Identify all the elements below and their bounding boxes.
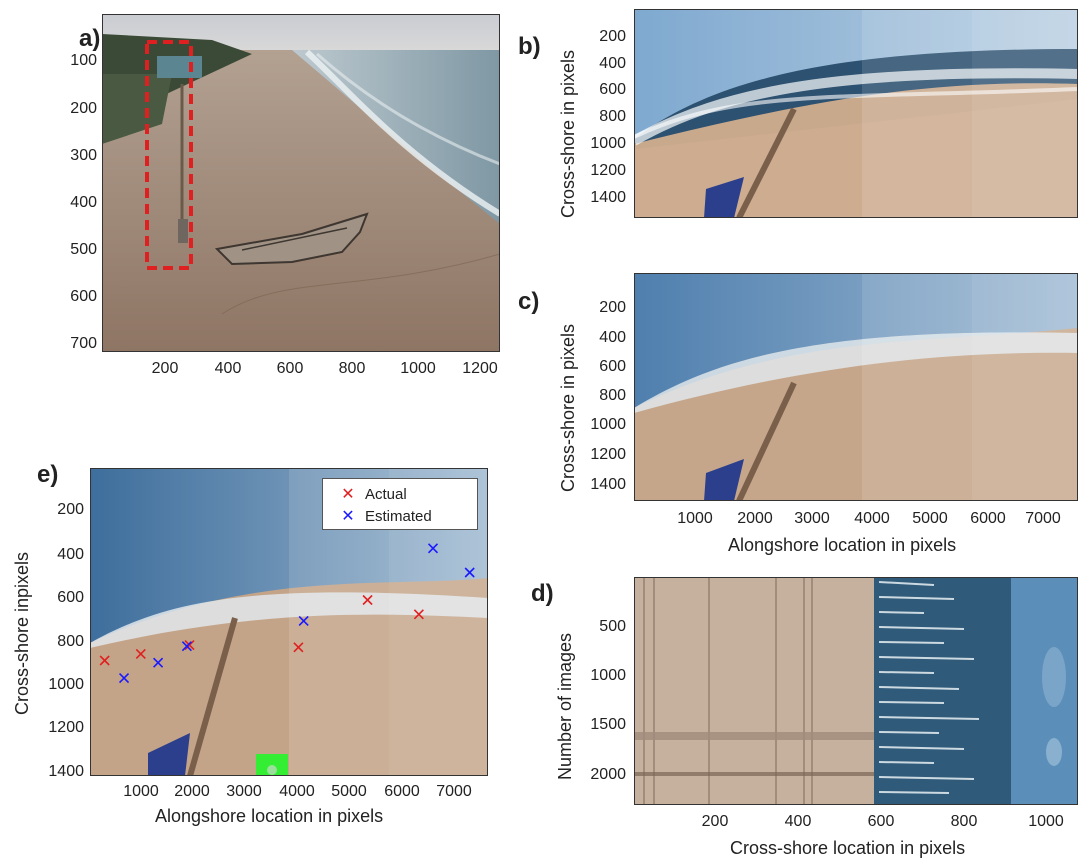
panel-c-ytick: 800 xyxy=(599,387,626,404)
panel-c-xtick: 5000 xyxy=(912,510,948,527)
panel-b-ytick: 1400 xyxy=(590,189,626,206)
green-marker-dot xyxy=(267,765,277,775)
panel-c-xtick: 2000 xyxy=(737,510,773,527)
panel-e-ytick: 800 xyxy=(57,633,84,650)
panel-e-ytick: 1400 xyxy=(48,763,84,780)
panel-d-ytick: 1500 xyxy=(590,716,626,733)
panel-a-ytick: 400 xyxy=(70,194,97,211)
panel-b-ytick: 400 xyxy=(599,55,626,72)
panel-c-xlabel: Alongshore location in pixels xyxy=(728,535,957,555)
panel-e-ytick: 200 xyxy=(57,501,84,518)
panel-b-ytick: 200 xyxy=(599,28,626,45)
panel-d-ytick: 500 xyxy=(599,618,626,635)
panel-a-ytick: 600 xyxy=(70,288,97,305)
panel-d-xtick: 400 xyxy=(784,813,812,830)
estimated-point-marker xyxy=(427,543,439,554)
panel-b-mosaic-image xyxy=(634,9,1078,218)
panel-a-xtick: 400 xyxy=(214,360,242,377)
panel-c-xtick: 4000 xyxy=(854,510,890,527)
panel-d-letter: d) xyxy=(531,580,554,607)
panel-d-ylabel: Number of images xyxy=(555,632,575,780)
panel-c-letter: c) xyxy=(518,288,540,315)
panel-c-ytick: 1400 xyxy=(590,476,626,493)
panel-e-xlabel: Alongshore location in pixels xyxy=(155,806,384,826)
panel-a-ytick: 200 xyxy=(70,100,97,117)
panel-c-xtick: 1000 xyxy=(677,510,713,527)
panel-e-xtick: 3000 xyxy=(226,783,262,800)
panel-c-ytick: 200 xyxy=(599,299,626,316)
estimated-point-marker xyxy=(464,567,475,578)
panel-b-ytick: 800 xyxy=(599,108,626,125)
panel-e-xtick: 1000 xyxy=(123,783,159,800)
panel-c-ytick: 600 xyxy=(599,358,626,375)
legend-item-estimated: ✕ Estimated xyxy=(331,505,469,527)
panel-a-ytick: 500 xyxy=(70,241,97,258)
panel-d-timestack-image xyxy=(634,577,1078,805)
panel-a-ytick: 300 xyxy=(70,147,97,164)
panel-a-xtick: 1200 xyxy=(462,360,498,377)
region-of-interest-box xyxy=(145,40,193,270)
actual-point-marker xyxy=(135,648,146,659)
estimated-point-marker xyxy=(298,615,309,626)
panel-e-xtick: 4000 xyxy=(279,783,315,800)
panel-d-ytick: 1000 xyxy=(590,667,626,684)
panel-b-ytick: 600 xyxy=(599,81,626,98)
actual-point-marker xyxy=(413,609,424,620)
panel-a-xtick: 800 xyxy=(338,360,366,377)
panel-e-xtick: 6000 xyxy=(384,783,420,800)
panel-b-ytick: 1000 xyxy=(590,135,626,152)
panel-e-ytick: 400 xyxy=(57,546,84,563)
panel-c-mosaic-image xyxy=(634,273,1078,501)
panel-c-ytick: 1200 xyxy=(590,446,626,463)
panel-c-ylabel: Cross-shore in pixels xyxy=(558,323,578,492)
panel-a-letter: a) xyxy=(79,25,101,52)
panel-e-ytick: 1000 xyxy=(48,676,84,693)
estimated-point-marker xyxy=(181,641,192,652)
panel-c-xtick: 7000 xyxy=(1025,510,1061,527)
actual-point-marker xyxy=(99,655,110,666)
actual-x-icon: ✕ xyxy=(341,486,355,503)
panel-a-xtick: 600 xyxy=(276,360,304,377)
panel-e-legend: ✕ Actual ✕ Estimated xyxy=(322,478,478,530)
panel-b-ytick: 1200 xyxy=(590,162,626,179)
panel-d-ytick: 2000 xyxy=(590,766,626,783)
panel-d-xtick: 1000 xyxy=(1028,813,1064,830)
panel-e-xtick: 7000 xyxy=(436,783,472,800)
panel-e-xtick: 2000 xyxy=(174,783,210,800)
estimated-x-icon: ✕ xyxy=(341,508,355,525)
panel-a-ytick: 100 xyxy=(70,52,97,69)
panel-c-ytick: 1000 xyxy=(590,416,626,433)
panel-d-xtick: 600 xyxy=(867,813,895,830)
actual-point-marker xyxy=(293,642,304,653)
estimated-point-marker xyxy=(153,657,164,668)
panel-c-xtick: 3000 xyxy=(794,510,830,527)
panel-e-plot-area xyxy=(90,468,488,776)
legend-label-actual: Actual xyxy=(365,485,407,503)
estimated-point-marker xyxy=(118,673,130,684)
panel-d-xlabel: Cross-shore location in pixels xyxy=(730,838,966,858)
panel-c-ytick: 400 xyxy=(599,329,626,346)
legend-item-actual: ✕ Actual xyxy=(331,483,469,505)
panel-e-xtick: 5000 xyxy=(331,783,367,800)
actual-point-marker xyxy=(184,640,195,651)
panel-e-ytick: 600 xyxy=(57,589,84,606)
panel-b-letter: b) xyxy=(518,33,541,60)
panel-a-beach-photo xyxy=(102,14,500,352)
legend-label-estimated: Estimated xyxy=(365,507,432,525)
panel-c-xtick: 6000 xyxy=(970,510,1006,527)
panel-a-xtick: 200 xyxy=(151,360,179,377)
panel-e-ytick: 1200 xyxy=(48,719,84,736)
panel-a-xtick: 1000 xyxy=(400,360,436,377)
actual-point-marker xyxy=(362,594,373,606)
panel-d-xtick: 800 xyxy=(950,813,978,830)
panel-d-xtick: 200 xyxy=(701,813,729,830)
panel-e-letter: e) xyxy=(37,461,59,488)
panel-a-ytick: 700 xyxy=(70,335,97,352)
